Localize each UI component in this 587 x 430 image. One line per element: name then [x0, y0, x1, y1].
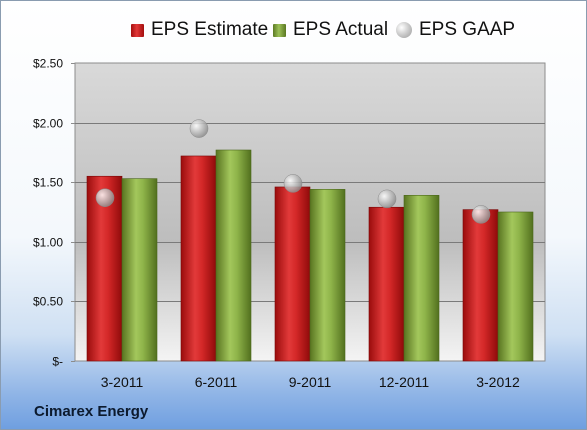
- x-tick-label: 9-2011: [289, 374, 332, 390]
- bar-eps-actual: [497, 211, 534, 362]
- legend-label-eps-estimate: EPS Estimate: [151, 19, 269, 40]
- bar-eps-estimate: [274, 186, 311, 362]
- marker-eps-gaap: [471, 205, 491, 224]
- x-tick-label: 6-2011: [195, 374, 238, 390]
- x-tick-label: 12-2011: [379, 374, 430, 390]
- bar-eps-actual: [215, 149, 252, 362]
- legend-item-eps-gaap: EPS GAAP: [396, 17, 515, 43]
- y-tick-label: $2.50: [33, 57, 63, 71]
- marker-eps-gaap: [189, 119, 209, 138]
- bar-eps-estimate: [368, 206, 405, 362]
- y-tick-label: $0.50: [33, 295, 63, 309]
- marker-eps-gaap: [283, 174, 303, 193]
- y-tick-label: $1.00: [33, 236, 63, 250]
- marker-eps-gaap: [377, 189, 397, 209]
- legend: EPS Estimate EPS Actual EPS GAAP: [1, 17, 586, 43]
- x-tick-label: 3-2012: [476, 374, 520, 390]
- company-name: Cimarex Energy: [34, 403, 149, 420]
- y-tick-label: $2.00: [33, 117, 63, 131]
- legend-item-eps-estimate: EPS Estimate: [131, 17, 268, 43]
- bar-eps-estimate: [462, 209, 499, 362]
- bar-eps-actual: [309, 189, 346, 362]
- legend-item-eps-actual: EPS Actual: [273, 17, 388, 43]
- y-tick-label: $-: [52, 355, 63, 369]
- bar-eps-estimate: [180, 155, 217, 362]
- legend-label-eps-gaap: EPS GAAP: [419, 19, 516, 40]
- legend-marker-eps-gaap: [396, 22, 412, 38]
- bar-eps-estimate: [86, 175, 123, 362]
- x-tick-label: 3-2011: [101, 374, 144, 390]
- bar-eps-actual: [403, 195, 440, 362]
- legend-swatch-eps-estimate: [131, 23, 144, 37]
- marker-eps-gaap: [95, 188, 115, 207]
- bar-eps-actual: [121, 178, 158, 362]
- y-tick-label: $1.50: [33, 176, 63, 190]
- legend-label-eps-actual: EPS Actual: [293, 19, 389, 40]
- legend-swatch-eps-actual: [273, 23, 286, 37]
